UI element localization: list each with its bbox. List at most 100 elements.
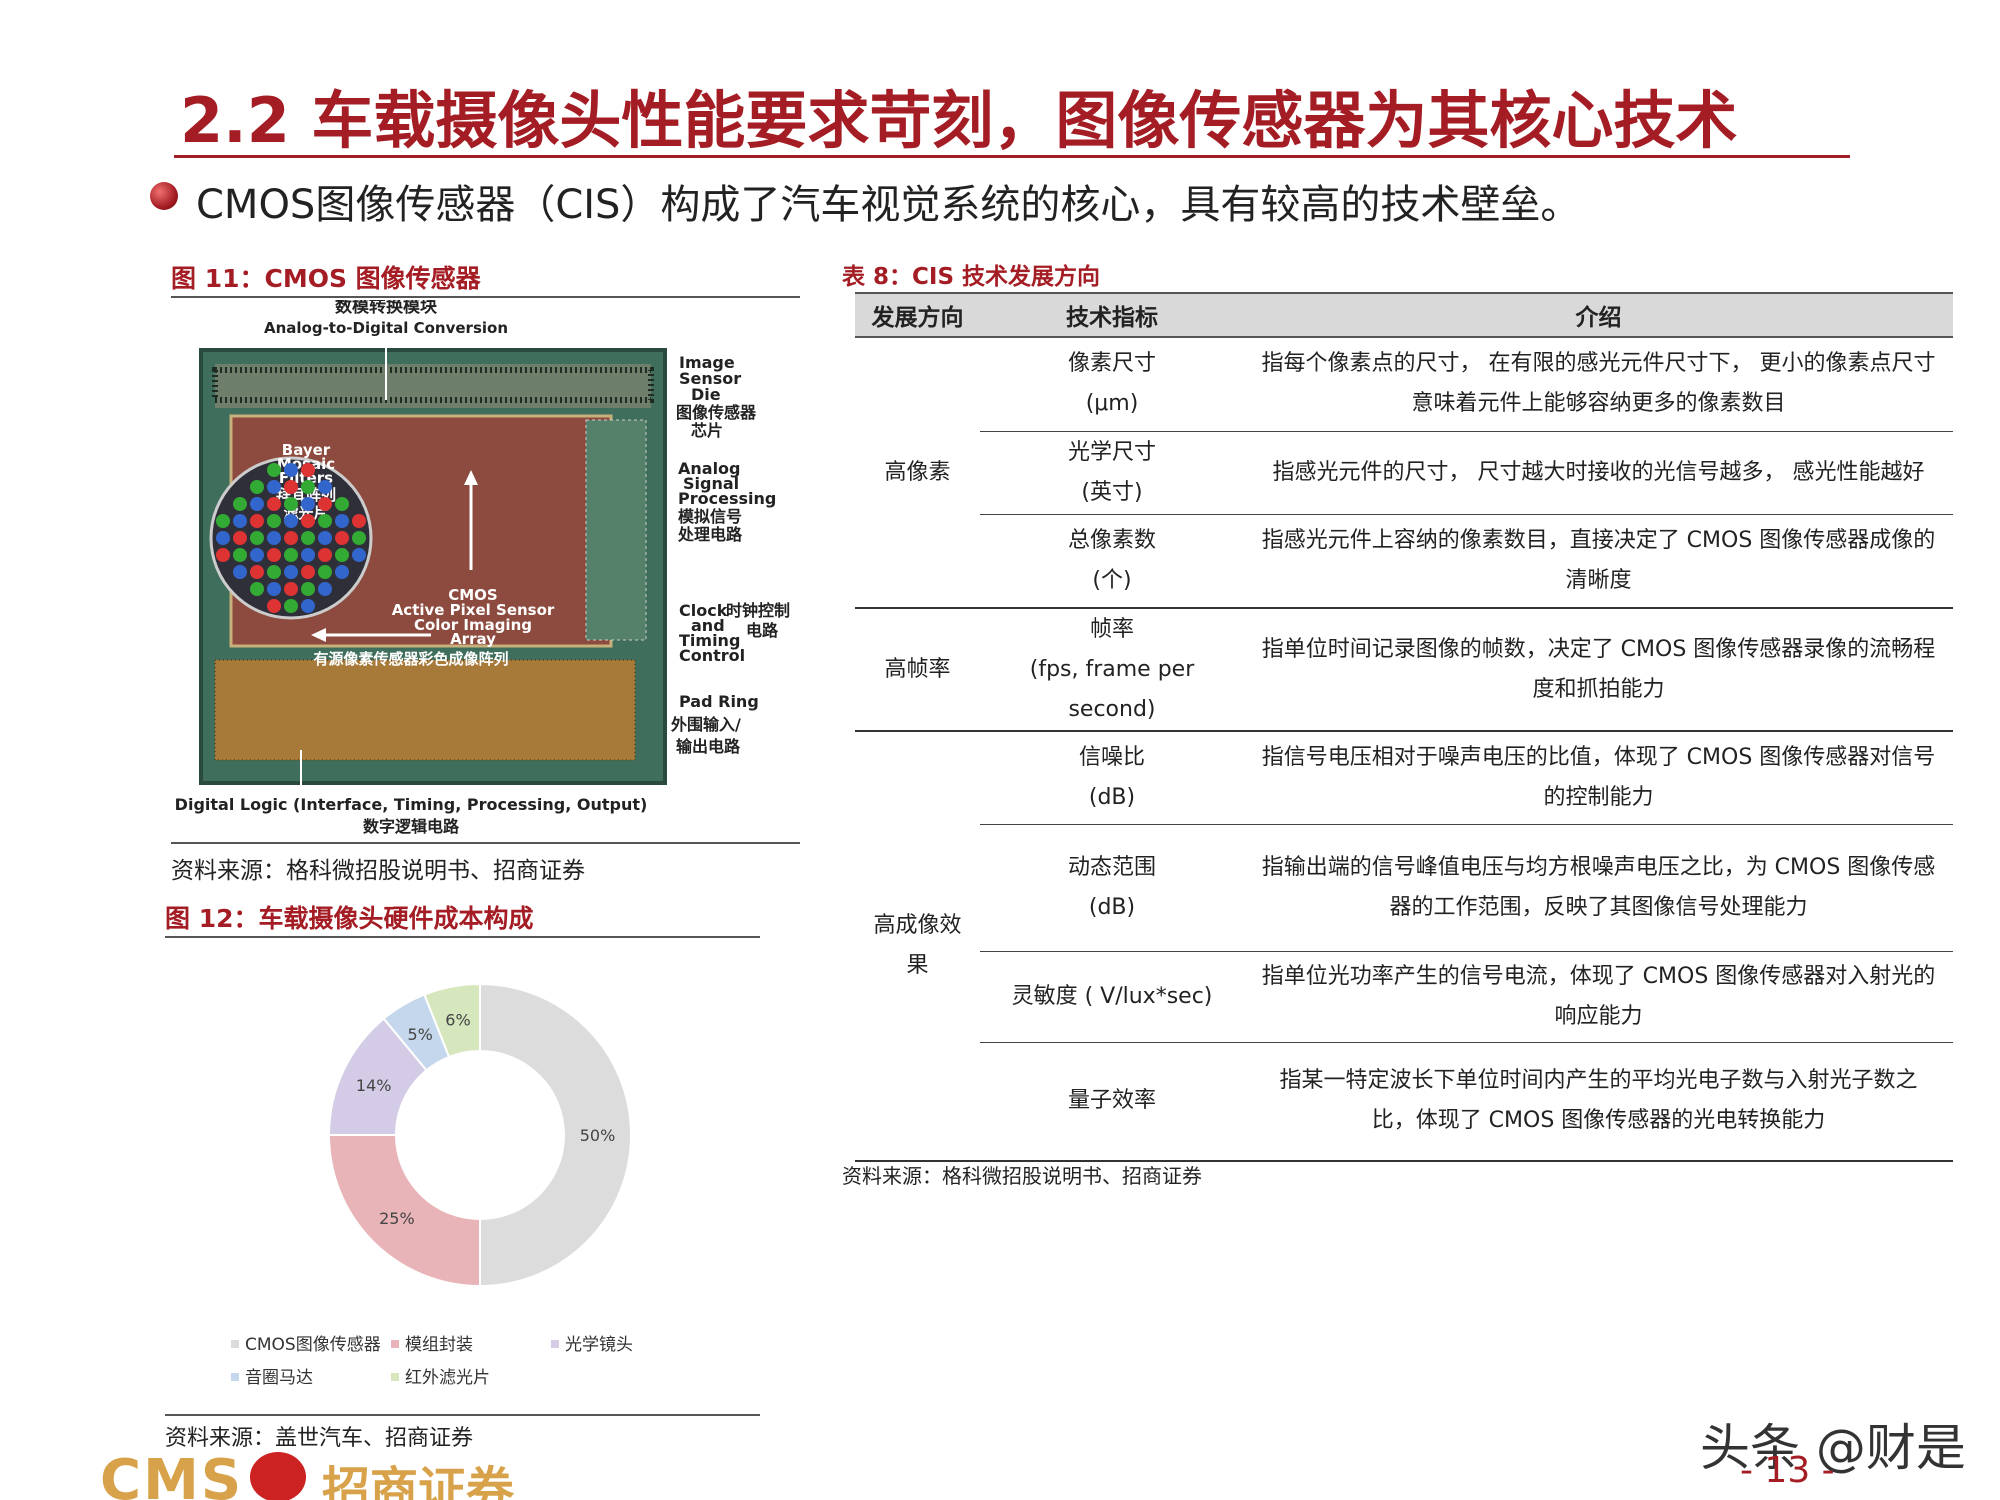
pixel-dot xyxy=(318,514,332,528)
chip-label: Pad Ring xyxy=(679,692,759,711)
logo-mark xyxy=(250,1452,306,1500)
chip-label: Array xyxy=(450,630,496,648)
pixel-dot xyxy=(352,531,366,545)
pixel-dot xyxy=(250,565,264,579)
chip-label: 电路 xyxy=(746,621,779,640)
rule xyxy=(171,842,800,844)
pixel-dot xyxy=(250,497,264,511)
logo: CMS xyxy=(100,1448,244,1500)
pixel-dot xyxy=(284,582,298,596)
table-row: 动态范围 (dB) 指输出端的信号峰值电压与均方根噪声电压之比，为 CMOS 图像… xyxy=(855,824,1953,952)
data-label: 25% xyxy=(379,1209,415,1228)
table-row: 高帧率 帧率 (fps, frame per second) 指单位时间记录图像的帧… xyxy=(855,608,1953,732)
table-row: 光学尺寸 (英寸) 指感光元件的尺寸， 尺寸越大时接收的光信号越多， 感光性能越好 xyxy=(855,431,1953,515)
table-cell: 指感光元件的尺寸， 尺寸越大时接收的光信号越多， 感光性能越好 xyxy=(1244,431,1953,515)
chip-label: Clock xyxy=(679,601,728,620)
table-cell: 量子效率 xyxy=(980,1042,1244,1162)
table-cell: 高像素 xyxy=(855,337,980,609)
pixel-dot xyxy=(301,497,315,511)
chip-label: Active Pixel Sensor xyxy=(392,601,555,619)
chip-label: 图像传感器 xyxy=(676,403,757,422)
chip-label: Sensor xyxy=(679,369,741,388)
pixel-dot xyxy=(318,497,332,511)
bullet-dot xyxy=(150,182,178,210)
table-cell: 指单位时间记录图像的帧数，决定了 CMOS 图像传感器录像的流畅程度和抓拍能力 xyxy=(1244,608,1953,732)
pixel-dot xyxy=(267,582,281,596)
table-row: 总像素数 (个) 指感光元件上容纳的像素数目，直接决定了 CMOS 图像传感器成像… xyxy=(855,514,1953,609)
legend-label: 音圈马达 xyxy=(245,1368,313,1388)
table-cell: 指每个像素点的尺寸， 在有限的感光元件尺寸下， 更小的像素点尺寸意味着元件上能够… xyxy=(1244,337,1953,432)
chip-label: Color Imaging xyxy=(414,616,532,634)
chip-label: Timing xyxy=(679,631,740,650)
pixel-dot xyxy=(216,548,230,562)
chip-label: Bayer xyxy=(282,441,331,459)
chip-label: Signal xyxy=(683,474,739,493)
figure-title: 图 12：车载摄像头硬件成本构成 xyxy=(165,904,534,933)
pixel-dot xyxy=(301,463,315,477)
table-cell: 指信号电压相对于噪声电压的比值，体现了 CMOS 图像传感器对信号的控制能力 xyxy=(1244,731,1953,825)
chip-label: 输出电路 xyxy=(676,737,741,756)
pixel-dot xyxy=(284,565,298,579)
chip-label: 时钟控制 xyxy=(726,601,790,620)
table-title: 表 8：CIS 技术发展方向 xyxy=(842,264,1101,290)
pixel-dot xyxy=(250,480,264,494)
pixel-dot xyxy=(250,531,264,545)
pixel-dot xyxy=(301,480,315,494)
pixel-dot xyxy=(335,531,349,545)
table-row: 高像素 像素尺寸 (μm) 指每个像素点的尺寸， 在有限的感光元件尺寸下， 更小的像… xyxy=(855,337,1953,609)
pixel-dot xyxy=(318,548,332,562)
pixel-dot xyxy=(284,514,298,528)
table-cell: 指某一特定波长下单位时间内产生的平均光电子数与入射光子数之比，体现了 CMOS … xyxy=(1244,1042,1953,1162)
table-cell: 动态范围 (dB) xyxy=(980,824,1244,952)
pixel-dot xyxy=(250,548,264,562)
table-source: 资料来源：格科微招股说明书、招商证券 xyxy=(842,1164,1202,1188)
page-title: 2.2 车载摄像头性能要求苛刻，图像传感器为其核心技术 xyxy=(180,84,1738,157)
pixel-dot xyxy=(284,480,298,494)
rule xyxy=(165,936,760,938)
chip-label: Digital Logic (Interface, Timing, Proces… xyxy=(175,795,648,814)
legend-label: 模组封装 xyxy=(405,1335,473,1355)
pixel-dot xyxy=(267,514,281,528)
table-cell: 信噪比 (dB) xyxy=(980,731,1244,825)
pixel-dot xyxy=(267,599,281,613)
pixel-dot xyxy=(233,548,247,562)
pixel-dot xyxy=(267,548,281,562)
table-row: 灵敏度 ( V/lux*sec) 指单位光功率产生的信号电流，体现了 CMOS 图… xyxy=(855,951,1953,1043)
chip-label: 数字逻辑电路 xyxy=(363,817,460,836)
data-label: 6% xyxy=(445,1011,470,1030)
legend-swatch xyxy=(391,1340,399,1348)
pixel-dot xyxy=(250,582,264,596)
legend-label: 红外滤光片 xyxy=(405,1368,490,1388)
pixel-dot xyxy=(284,599,298,613)
chip-label: CMOS xyxy=(448,586,498,604)
pixel-dot xyxy=(352,548,366,562)
rule xyxy=(171,296,800,298)
data-label: 14% xyxy=(356,1076,392,1095)
chip-label: Control xyxy=(679,646,745,665)
table-cell: 指感光元件上容纳的像素数目，直接决定了 CMOS 图像传感器成像的清晰度 xyxy=(1244,514,1953,609)
table-cell: 像素尺寸 (μm) xyxy=(980,337,1244,432)
chip-label: Analog-to-Digital Conversion xyxy=(264,319,508,337)
chip-label: 芯片 xyxy=(691,421,723,440)
pixel-dot xyxy=(335,514,349,528)
pixel-dot xyxy=(301,599,315,613)
bullet-text: CMOS图像传感器（CIS）构成了汽车视觉系统的核心，具有较高的技术壁垒。 xyxy=(196,182,1581,228)
table-cell: 帧率 (fps, frame per second) xyxy=(980,608,1244,732)
pixel-dot xyxy=(335,497,349,511)
pixel-dot xyxy=(318,582,332,596)
chip-label: 处理电路 xyxy=(677,525,743,544)
table-cell: 指单位光功率产生的信号电流，体现了 CMOS 图像传感器对入射光的响应能力 xyxy=(1244,951,1953,1043)
pixel-dot xyxy=(318,531,332,545)
table-cell: 高成像效 果 xyxy=(855,731,980,1162)
pixel-dot xyxy=(233,531,247,545)
pixel-dot xyxy=(352,514,366,528)
legend-swatch xyxy=(551,1340,559,1348)
header-cell: 介绍 xyxy=(1244,292,1953,338)
title-rule xyxy=(174,155,1850,158)
chip-label: Processing xyxy=(678,489,776,508)
chip-label: 模拟信号 xyxy=(678,507,742,526)
pixel-dot xyxy=(267,531,281,545)
